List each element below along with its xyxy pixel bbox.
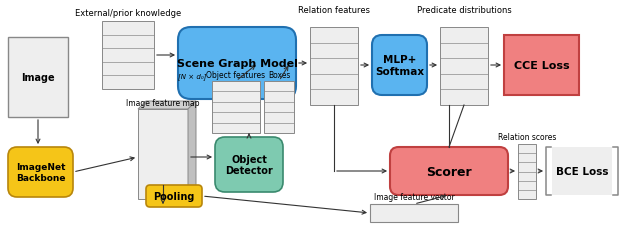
Text: Image feature map: Image feature map	[126, 99, 200, 108]
Bar	[518, 144, 536, 199]
Bar	[504, 36, 579, 96]
Text: Pooling: Pooling	[154, 191, 195, 201]
FancyBboxPatch shape	[372, 36, 427, 96]
Text: CCE Loss: CCE Loss	[514, 61, 570, 71]
FancyBboxPatch shape	[8, 147, 73, 197]
Text: Image: Image	[21, 73, 55, 83]
Text: Scorer: Scorer	[426, 165, 472, 178]
Text: Object
Detector: Object Detector	[225, 154, 273, 175]
Text: [N × d₀]: [N × d₀]	[178, 73, 206, 80]
Bar	[264, 82, 294, 133]
Text: ImageNet
Backbone: ImageNet Backbone	[16, 163, 65, 182]
Polygon shape	[188, 101, 196, 199]
Bar	[310, 28, 358, 106]
Text: Predicate distributions: Predicate distributions	[417, 6, 511, 15]
Text: Relation scores: Relation scores	[498, 132, 556, 141]
FancyBboxPatch shape	[390, 147, 508, 195]
Bar	[138, 109, 188, 199]
Bar	[102, 22, 154, 90]
FancyBboxPatch shape	[215, 137, 283, 192]
Text: Object features: Object features	[207, 71, 266, 80]
Bar	[8, 38, 68, 118]
Bar	[440, 28, 488, 106]
Bar	[212, 82, 260, 133]
Polygon shape	[138, 101, 196, 109]
FancyBboxPatch shape	[146, 185, 202, 207]
Bar	[370, 204, 458, 222]
Text: Boxes: Boxes	[268, 71, 290, 80]
Text: Image feature vector: Image feature vector	[374, 192, 454, 201]
Text: Relation features: Relation features	[298, 6, 370, 15]
Bar	[552, 147, 612, 195]
Text: MLP+
Softmax: MLP+ Softmax	[375, 55, 424, 76]
Text: BCE Loss: BCE Loss	[556, 166, 608, 176]
Text: Scene Graph Model: Scene Graph Model	[177, 59, 298, 69]
Text: External/prior knowledge: External/prior knowledge	[75, 9, 181, 18]
FancyBboxPatch shape	[178, 28, 296, 100]
